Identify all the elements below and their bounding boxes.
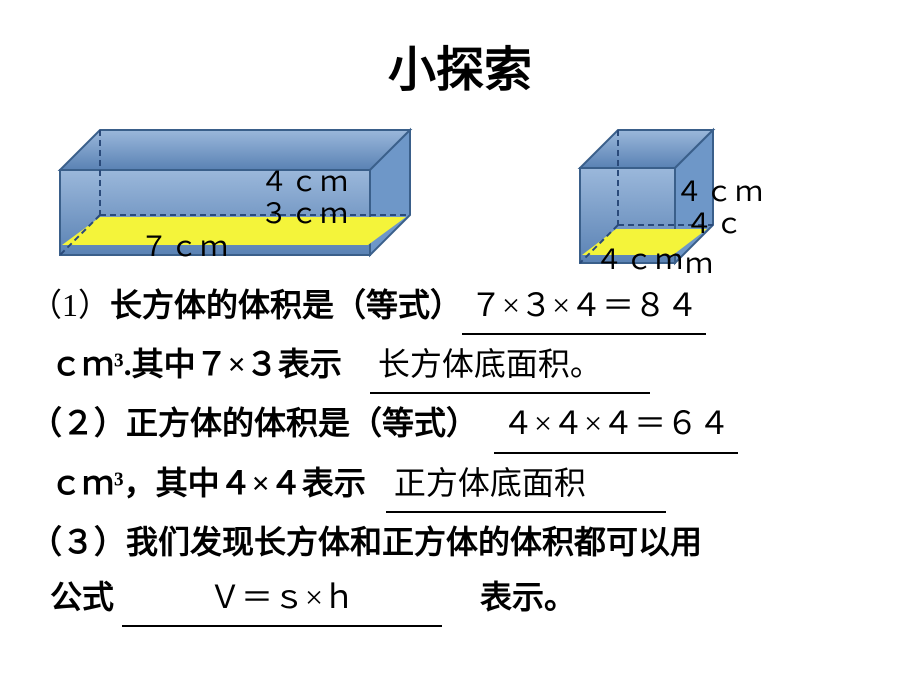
q2-line2: ｃｍ³，其中４×４表示 正方体底面积	[30, 458, 890, 513]
q1-text-b: ｃｍ³.其中７×３表示	[50, 346, 342, 382]
q3-text-a: 我们发现长方体和正方体的体积都可以用	[126, 524, 702, 560]
q1-text-a: 长方体的体积是（等式）	[110, 287, 462, 323]
q1-prefix: （1）	[30, 287, 110, 323]
q3-text-b-post: 表示。	[480, 579, 576, 615]
cuboid-dim-width: ７ｃｍ	[140, 225, 230, 265]
q3-line1: （３）我们发现长方体和正方体的体积都可以用	[30, 517, 890, 568]
q1-answer-b: 长方体底面积。	[370, 339, 650, 394]
q2-text-a: 正方体的体积是（等式）	[126, 405, 478, 441]
cube-dim-width: ４ｃｍ	[595, 238, 685, 278]
q1-answer-a: ７×３×４＝８４	[462, 280, 706, 335]
q2-answer-a: ４×４×４＝６４	[494, 398, 738, 453]
q3-text-b-pre: 公式	[50, 579, 114, 615]
q1-line1: （1）长方体的体积是（等式）７×３×４＝８４	[30, 280, 890, 335]
q3-answer: Ｖ＝ｓ×ｈ	[122, 572, 442, 627]
cuboid-figure: ４ｃｍ ３ｃｍ ７ｃｍ	[50, 110, 430, 275]
cube-figure: ４ｃｍ ４ｃｍ ４ｃｍ	[570, 120, 770, 285]
q3-prefix: （３）	[30, 524, 126, 560]
q1-line2: ｃｍ³.其中７×３表示 长方体底面积。	[30, 339, 890, 394]
q2-answer-b: 正方体底面积	[386, 458, 666, 513]
cuboid-shape	[50, 110, 430, 270]
q2-text-b: ｃｍ³，其中４×４表示	[50, 465, 366, 501]
q2-prefix: （２）	[30, 405, 126, 441]
cuboid-dim-depth: ３ｃｍ	[260, 192, 350, 232]
cube-dim-depth: ４ｃｍ	[685, 202, 770, 282]
content-body: （1）长方体的体积是（等式）７×３×４＝８４ ｃｍ³.其中７×３表示 长方体底面…	[0, 280, 920, 627]
page-title: 小探索	[0, 0, 920, 100]
q3-line2: 公式 Ｖ＝ｓ×ｈ 表示。	[30, 572, 890, 627]
shapes-row: ４ｃｍ ３ｃｍ ７ｃｍ ４ｃｍ ４ｃｍ ４ｃｍ	[0, 100, 920, 280]
q2-line1: （２）正方体的体积是（等式） ４×４×４＝６４	[30, 398, 890, 453]
